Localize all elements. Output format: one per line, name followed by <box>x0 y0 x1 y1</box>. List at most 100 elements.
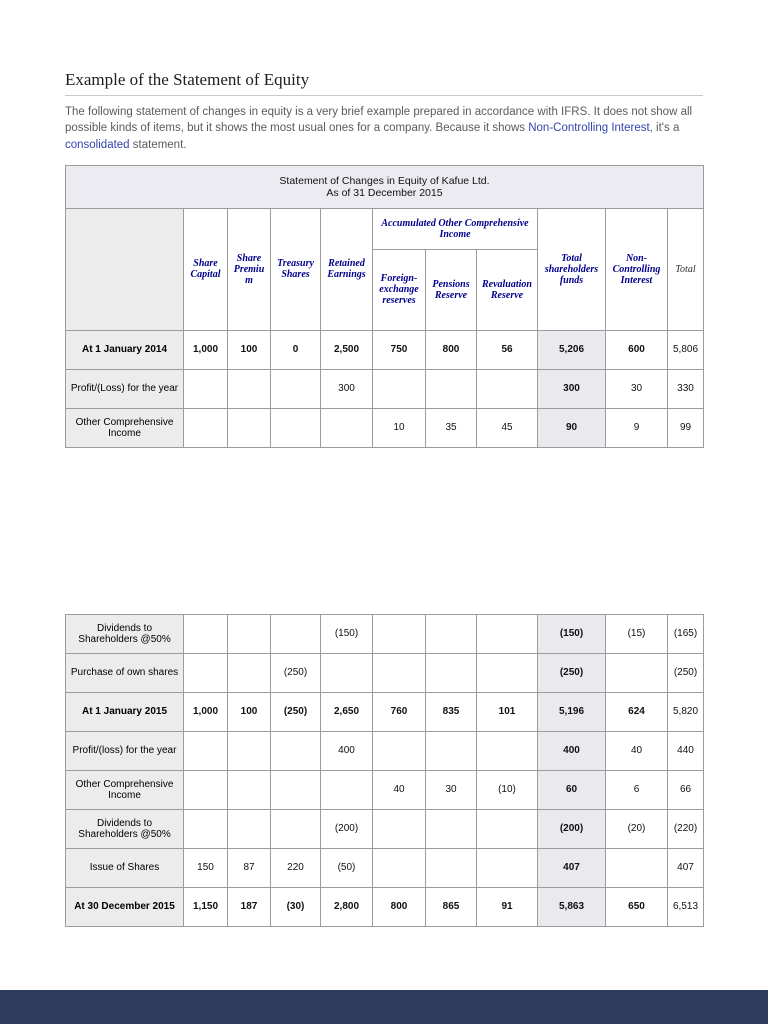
document-page: Example of the Statement of Equity The f… <box>65 70 704 927</box>
table-cell: 2,800 <box>320 886 373 927</box>
row-label: Purchase of own shares <box>65 652 184 693</box>
table-caption: Statement of Changes in Equity of Kafue … <box>65 164 704 209</box>
table-cell <box>320 407 373 448</box>
table-cell <box>476 613 538 654</box>
column-header-total: Total <box>667 207 704 331</box>
table-cell <box>476 652 538 693</box>
table-cell: 6 <box>605 769 668 810</box>
table-cell: 1,000 <box>183 691 228 732</box>
table-cell <box>183 368 228 409</box>
link-non-controlling-interest[interactable]: Non-Controlling Interest <box>528 122 650 135</box>
table-cell <box>476 730 538 771</box>
table-cell <box>425 368 477 409</box>
table-cell <box>227 613 271 654</box>
column-header-empty <box>65 207 184 331</box>
column-header-total-shareholders-funds: Total shareholders funds <box>537 207 606 331</box>
column-header-fx-reserves: Foreign-exchange reserves <box>372 248 426 331</box>
table-cell: (250) <box>537 652 606 693</box>
table-cell: 650 <box>605 886 668 927</box>
table-cell: (220) <box>667 808 704 849</box>
table-cell: 2,650 <box>320 691 373 732</box>
table-cell: 865 <box>425 886 477 927</box>
table-cell <box>227 368 271 409</box>
column-header-treasury-shares: Treasury Shares <box>270 207 321 331</box>
table-row: Dividends to Shareholders @50% (150) (150)… <box>65 613 704 654</box>
intro-text-2: , it's a <box>649 122 680 135</box>
row-label: Profit/(loss) for the year <box>65 730 184 771</box>
table-cell: 9 <box>605 407 668 448</box>
table-cell: (50) <box>320 847 373 888</box>
table-cell: 400 <box>320 730 373 771</box>
table-cell <box>227 730 271 771</box>
table-cell <box>270 368 321 409</box>
table-cell <box>372 652 426 693</box>
table-cell: 150 <box>183 847 228 888</box>
column-header-share-premium: Share Premium <box>227 207 271 331</box>
table-cell: 90 <box>537 407 606 448</box>
table-cell <box>183 613 228 654</box>
table-row: Dividends to Shareholders @50% (200) (200)… <box>65 808 704 849</box>
table-cell: 5,820 <box>667 691 704 732</box>
table-row: Other Comprehensive Income 40 30 (10) 60 6 66 <box>65 769 704 810</box>
table-caption-line2: As of 31 December 2015 <box>326 186 443 199</box>
table-cell <box>270 769 321 810</box>
table-cell <box>270 613 321 654</box>
table-cell: 800 <box>425 329 477 370</box>
table-cell: 30 <box>605 368 668 409</box>
table-cell: (250) <box>270 652 321 693</box>
table-cell: 91 <box>476 886 538 927</box>
row-label: Dividends to Shareholders @50% <box>65 613 184 654</box>
table-cell: 407 <box>537 847 606 888</box>
title-divider <box>65 95 703 96</box>
table-row: Profit/(Loss) for the year 300 300 30 330 <box>65 368 704 409</box>
column-header-revaluation-reserve: Revaluation Reserve <box>476 248 538 331</box>
table-cell: 760 <box>372 691 426 732</box>
table-cell: 2,500 <box>320 329 373 370</box>
table-cell <box>270 407 321 448</box>
table-cell <box>320 652 373 693</box>
table-cell: 1,150 <box>183 886 228 927</box>
row-label: At 30 December 2015 <box>65 886 184 927</box>
row-label: At 1 January 2015 <box>65 691 184 732</box>
table-cell: 330 <box>667 368 704 409</box>
table-row: Other Comprehensive Income 10 35 45 90 9 99 <box>65 407 704 448</box>
table-cell: 835 <box>425 691 477 732</box>
row-label: Issue of Shares <box>65 847 184 888</box>
column-header-pensions-reserve: Pensions Reserve <box>425 248 477 331</box>
table-subheader-row: Foreign-exchange reserves Pensions Reser… <box>66 248 704 331</box>
table-cell <box>183 769 228 810</box>
table-row: At 1 January 2015 1,000 100 (250) 2,650 760 83… <box>65 691 704 732</box>
intro-text-3: statement. <box>129 138 187 151</box>
table-row: Profit/(loss) for the year 400 400 40 440 <box>65 730 704 771</box>
table-cell <box>425 730 477 771</box>
page-title: Example of the Statement of Equity <box>65 70 310 89</box>
table-cell <box>227 769 271 810</box>
row-label: Profit/(Loss) for the year <box>65 368 184 409</box>
table-caption-row: Statement of Changes in Equity of Kafue … <box>65 164 704 209</box>
table-cell: (200) <box>320 808 373 849</box>
table-cell <box>320 769 373 810</box>
table-cell: 60 <box>537 769 606 810</box>
table-cell <box>605 652 668 693</box>
table-cell: (20) <box>605 808 668 849</box>
link-consolidated[interactable]: consolidated <box>65 138 130 151</box>
table-cell <box>476 368 538 409</box>
table-cell: 45 <box>476 407 538 448</box>
table-cell: 300 <box>320 368 373 409</box>
table-cell: 5,806 <box>667 329 704 370</box>
table-cell: 6,513 <box>667 886 704 927</box>
table-caption-line1: Statement of Changes in Equity of Kafue … <box>279 174 490 187</box>
table-cell <box>227 407 271 448</box>
table-cell: 35 <box>425 407 477 448</box>
table-cell <box>425 808 477 849</box>
table-cell <box>372 808 426 849</box>
table-cell: 1,000 <box>183 329 228 370</box>
table-cell: 87 <box>227 847 271 888</box>
table-cell <box>183 730 228 771</box>
table-cell: (165) <box>667 613 704 654</box>
row-label: Other Comprehensive Income <box>65 769 184 810</box>
table-cell: 40 <box>372 769 426 810</box>
table-row: At 1 January 2014 1,000 100 0 2,500 750 800 56 5… <box>65 329 704 370</box>
table-cell: 407 <box>667 847 704 888</box>
table-cell <box>476 808 538 849</box>
